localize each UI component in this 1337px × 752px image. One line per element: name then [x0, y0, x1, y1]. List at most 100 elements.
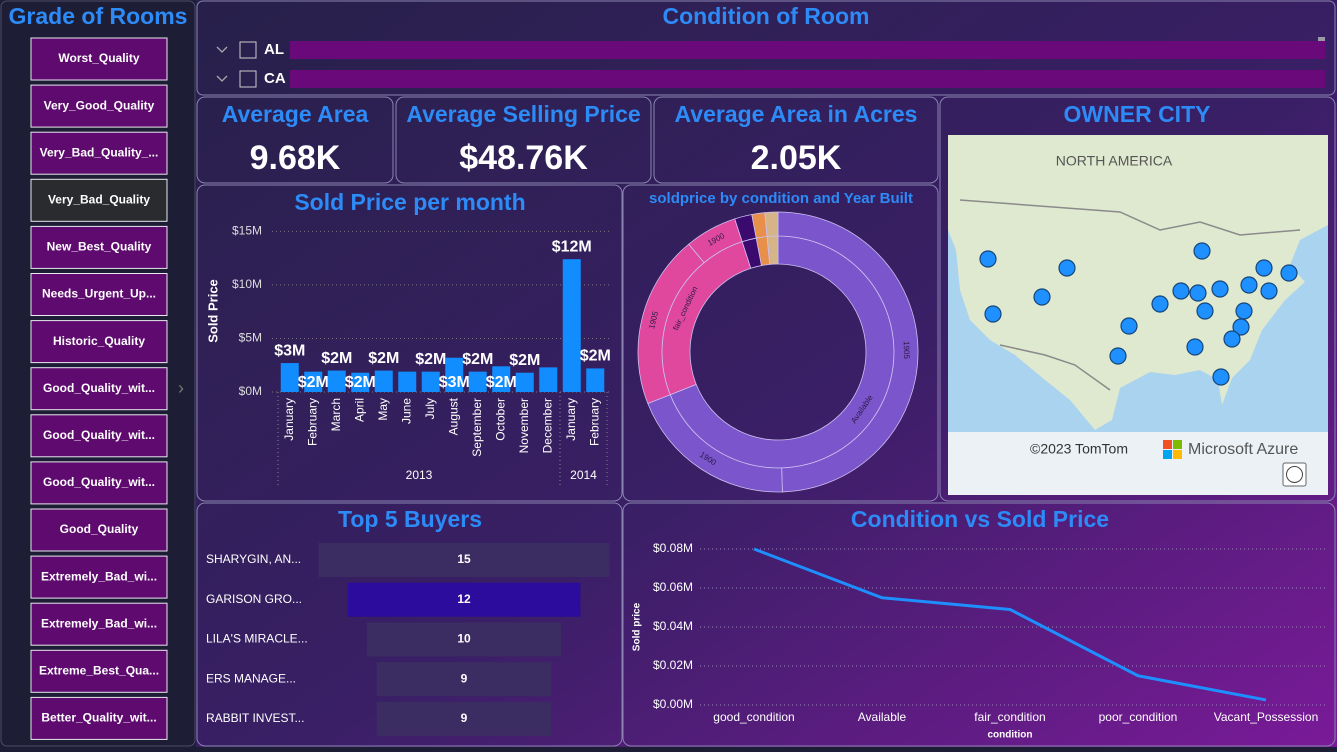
- bar[interactable]: [304, 371, 323, 392]
- data-label: $2M: [321, 350, 352, 367]
- y-tick-label: $15M: [232, 224, 262, 238]
- bar[interactable]: [280, 363, 299, 392]
- x-tick-label: June: [399, 398, 413, 424]
- map-dot[interactable]: [1223, 330, 1241, 348]
- funnel-bar[interactable]: [376, 662, 552, 697]
- map-dot[interactable]: [1260, 282, 1278, 300]
- slicer-item[interactable]: [30, 131, 168, 175]
- funnel-bar[interactable]: [318, 543, 610, 577]
- slicer-bar: [290, 70, 1325, 88]
- slicer-item[interactable]: [30, 649, 168, 693]
- map-dot[interactable]: [1120, 317, 1138, 335]
- map-dot[interactable]: [979, 250, 997, 268]
- slicer-item[interactable]: [30, 225, 168, 269]
- slicer-item[interactable]: [30, 555, 168, 599]
- x-axis-label: condition: [988, 730, 1033, 741]
- data-label: $2M: [368, 350, 399, 367]
- map-dot[interactable]: [1151, 295, 1169, 313]
- bar[interactable]: [492, 366, 511, 392]
- sunburst-segment[interactable]: [764, 211, 779, 237]
- x-tick-label: April: [352, 398, 366, 422]
- slicer-item[interactable]: [30, 414, 168, 458]
- slicer-item[interactable]: [30, 367, 168, 411]
- logo: [1173, 440, 1182, 449]
- y-tick-label: $0.06M: [653, 580, 693, 594]
- x-tick-label: December: [540, 398, 554, 453]
- data-label: $3M: [274, 342, 305, 359]
- data-label: 9: [461, 671, 468, 685]
- slicer-item[interactable]: [30, 178, 168, 222]
- map-title: OWNER CITY: [1064, 101, 1211, 127]
- bar[interactable]: [327, 370, 346, 392]
- bar[interactable]: [515, 372, 534, 392]
- map-dot[interactable]: [1211, 280, 1229, 298]
- slicer-item[interactable]: [30, 461, 168, 505]
- checkbox[interactable]: [239, 41, 257, 59]
- map-dot[interactable]: [1212, 368, 1230, 386]
- panel: [622, 502, 1336, 747]
- slicer-item-label: Good_Quality: [60, 522, 139, 536]
- map-footer: [948, 432, 1328, 495]
- bar[interactable]: [468, 371, 487, 392]
- sunburst-segment[interactable]: [777, 211, 919, 493]
- panel: [939, 96, 1336, 502]
- slicer-item[interactable]: [30, 602, 168, 646]
- map-dot[interactable]: [1172, 282, 1190, 300]
- y-tick-label: $10M: [232, 277, 262, 291]
- bar[interactable]: [539, 367, 558, 392]
- bar[interactable]: [398, 371, 417, 392]
- slicer-item[interactable]: [30, 273, 168, 316]
- slicer-item[interactable]: [30, 696, 168, 740]
- map-dot[interactable]: [1280, 264, 1298, 282]
- map-land: [948, 135, 1328, 430]
- slicer-item[interactable]: [30, 508, 168, 552]
- slicer-item-label: Extremely_Bad_wi...: [41, 616, 157, 630]
- map-dot[interactable]: [1033, 288, 1051, 306]
- slicer-item-label: Good_Quality_wit...: [43, 381, 155, 395]
- slicer-item[interactable]: [30, 37, 168, 81]
- x-tick-label: October: [493, 398, 507, 441]
- bar[interactable]: [351, 372, 370, 392]
- bar[interactable]: [586, 368, 605, 392]
- bar[interactable]: [562, 259, 581, 392]
- map-dot[interactable]: [984, 305, 1002, 323]
- data-label: $2M: [415, 351, 446, 368]
- x-group-label: 2013: [406, 468, 433, 482]
- map-dot[interactable]: [1193, 242, 1211, 260]
- scroll-chevron[interactable]: ›: [178, 378, 184, 398]
- checkbox[interactable]: [239, 70, 257, 88]
- funnel-bar[interactable]: [347, 582, 581, 617]
- funnel-bar[interactable]: [376, 701, 552, 736]
- segment-label: 1905: [902, 341, 911, 359]
- data-label: 9: [461, 711, 468, 725]
- map-border: [959, 199, 1301, 236]
- map-dot[interactable]: [1109, 347, 1127, 365]
- map-dot[interactable]: [1255, 259, 1273, 277]
- chart-title: Top 5 Buyers: [338, 506, 482, 532]
- slicer-item[interactable]: [30, 84, 168, 128]
- map-dot[interactable]: [1186, 338, 1204, 356]
- map-dot[interactable]: [1235, 302, 1253, 320]
- slicer-item-label: Very_Bad_Quality_...: [40, 145, 159, 159]
- map-dot[interactable]: [1232, 318, 1250, 336]
- x-group-label: 2014: [570, 468, 597, 482]
- slicer-item-label: Very_Bad_Quality: [48, 192, 150, 206]
- y-tick-label: $5M: [239, 331, 262, 345]
- map-dot[interactable]: [1189, 284, 1207, 302]
- map-dot[interactable]: [1240, 276, 1258, 294]
- funnel-bar[interactable]: [367, 622, 561, 657]
- bar[interactable]: [445, 357, 464, 392]
- expand-chevron[interactable]: [216, 46, 228, 53]
- bar[interactable]: [421, 371, 440, 392]
- expand-chevron[interactable]: [216, 75, 228, 82]
- slicer-item[interactable]: [30, 320, 168, 364]
- category-label: GARISON GRO...: [206, 592, 302, 606]
- slicer-item-label: Historic_Quality: [53, 334, 145, 348]
- map-dot[interactable]: [1058, 259, 1076, 277]
- x-tick-label: good_condition: [713, 710, 794, 724]
- bar[interactable]: [374, 370, 393, 392]
- data-label: $2M: [298, 374, 329, 391]
- panel: [196, 0, 1336, 96]
- map-dot[interactable]: [1196, 302, 1214, 320]
